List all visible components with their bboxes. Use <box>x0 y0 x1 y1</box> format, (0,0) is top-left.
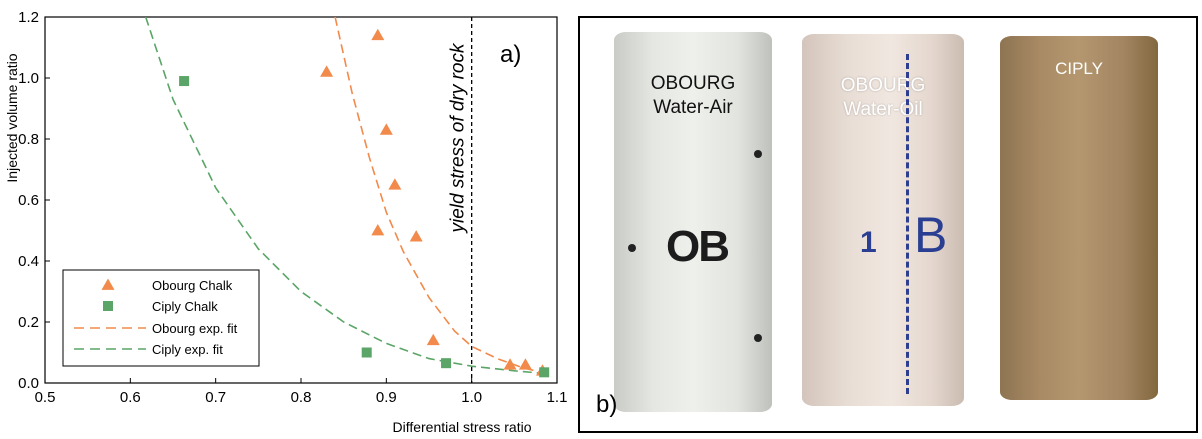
panel-label-b: b) <box>596 391 618 418</box>
fit-curves <box>144 17 549 375</box>
x-tick-label: 0.7 <box>205 389 226 406</box>
obourg-chalk-point <box>503 358 517 370</box>
x-tick-label: 1.0 <box>461 389 482 406</box>
obourg-chalk-point <box>371 28 385 41</box>
sample-1-label: OBOURG Water-Air <box>614 72 772 120</box>
axis-ticks: 0.5 0.6 0.7 0.8 0.9 1.0 1.1 0.0 0.2 0.4 0.6 0.8 1.0 1… <box>18 9 567 406</box>
obourg-chalk-point <box>320 65 334 77</box>
x-tick-label: 0.6 <box>120 389 141 406</box>
sample-2-marking-prefix: 1 <box>860 226 877 259</box>
sample-1-marking: OB <box>666 222 730 271</box>
sample-2-marker-line <box>906 54 909 394</box>
x-axis-title: Differential stress ratio <box>392 419 531 435</box>
sample-1-drill-hole <box>754 150 762 158</box>
legend-marker-square <box>103 301 113 311</box>
obourg-chalk-point <box>388 178 402 190</box>
y-tick-label: 0.4 <box>18 253 39 270</box>
obourg-chalk-point <box>409 230 423 242</box>
photo-panel: OBOURG Water-Air OB OBOURG Water-Oil 1 B… <box>578 16 1198 433</box>
y-tick-label: 0.6 <box>18 192 39 209</box>
legend-entry: Obourg exp. fit <box>74 321 238 336</box>
ciply-chalk-point <box>441 358 452 369</box>
sample-obourg-water-air: OBOURG Water-Air OB <box>614 32 772 412</box>
sample-1-drill-hole <box>754 334 762 342</box>
sample-2-label: OBOURG Water-Oil <box>802 74 964 122</box>
sample-1-drill-hole <box>628 244 636 252</box>
x-tick-label: 1.1 <box>547 389 568 406</box>
sample-3-name: CIPLY <box>1055 59 1103 78</box>
sample-3-label: CIPLY <box>1000 58 1158 80</box>
obourg-chalk-point <box>379 123 393 135</box>
legend-label: Obourg Chalk <box>152 278 233 293</box>
obourg-chalk-point <box>371 224 385 236</box>
sample-2-marking: B <box>914 207 948 263</box>
legend-label: Obourg exp. fit <box>152 321 238 336</box>
chart-figure: yield stress of dry rock 0.5 0.6 0.7 0.8 0.9… <box>4 9 567 435</box>
panel-label-a: a) <box>500 41 521 68</box>
sample-ciply: CIPLY <box>1000 36 1158 400</box>
yield-line-group: yield stress of dry rock <box>448 17 473 383</box>
legend-box <box>62 269 260 367</box>
sample-2-fluid: Water-Oil <box>843 99 923 120</box>
y-axis-title: Injected volume ratio <box>4 53 20 182</box>
sample-obourg-water-oil: OBOURG Water-Oil 1 B <box>802 34 964 406</box>
legend: Obourg Chalk Ciply Chalk Obourg exp. fit Ci… <box>62 269 260 367</box>
legend-label: Ciply exp. fit <box>152 342 223 357</box>
sample-1-name: OBOURG <box>650 73 736 94</box>
obourg-chalk-point <box>518 358 532 370</box>
y-tick-label: 1.2 <box>18 9 39 26</box>
fit-curve-obourg-exp-fit <box>334 17 549 375</box>
x-tick-label: 0.8 <box>291 389 312 406</box>
x-tick-label: 0.5 <box>35 389 56 406</box>
legend-marker-triangle <box>101 278 115 290</box>
legend-entry: Ciply exp. fit <box>74 342 223 357</box>
sample-1-fluid: Water-Air <box>653 97 733 118</box>
ciply-chalk-point <box>179 76 190 87</box>
obourg-chalk-point <box>426 333 440 346</box>
y-tick-label: 0.2 <box>18 314 39 331</box>
y-tick-label: 0.0 <box>18 375 39 392</box>
y-tick-label: 1.0 <box>18 70 39 87</box>
legend-entry: Ciply Chalk <box>103 299 218 314</box>
y-tick-label: 0.8 <box>18 131 39 148</box>
fit-curve-ciply-exp-fit <box>144 17 549 375</box>
sample-2-name: OBOURG <box>840 75 926 96</box>
legend-entry: Obourg Chalk <box>101 278 233 293</box>
yield-stress-label: yield stress of dry rock <box>448 42 469 234</box>
ciply-chalk-point <box>361 347 372 358</box>
x-tick-label: 0.9 <box>376 389 397 406</box>
ciply-chalk-point <box>539 367 550 378</box>
data-points <box>179 28 550 378</box>
legend-label: Ciply Chalk <box>152 299 218 314</box>
